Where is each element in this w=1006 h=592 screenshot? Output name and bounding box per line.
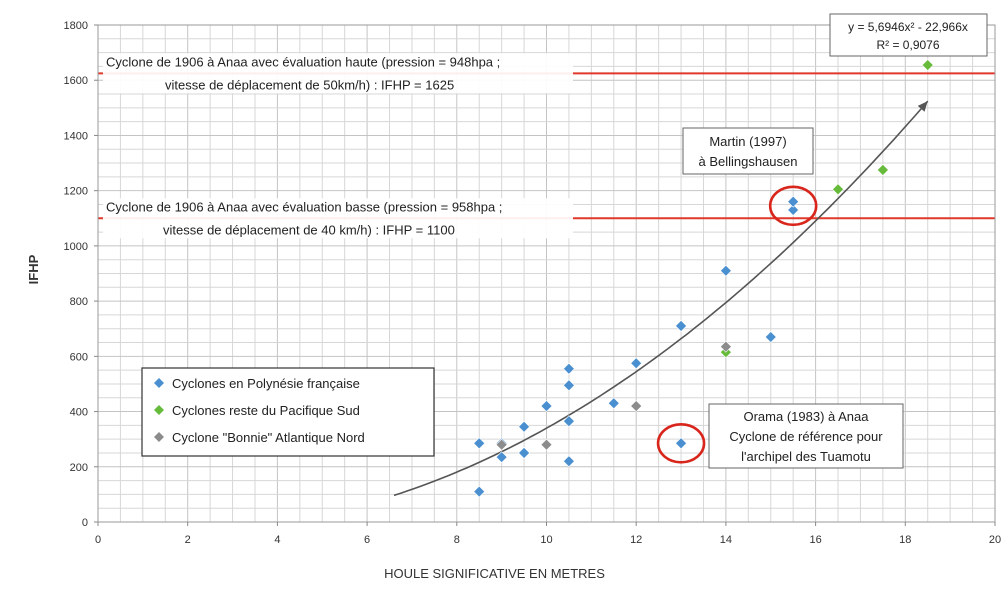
y-tick-label: 0 <box>82 517 88 529</box>
annotation-orama-line3: l'archipel des Tuamotu <box>741 449 871 464</box>
reference-label-high: Cyclone de 1906 à Anaa avec évaluation h… <box>103 53 573 94</box>
point-polynesie <box>719 264 732 277</box>
reference-label-low-line1: Cyclone de 1906 à Anaa avec évaluation b… <box>106 199 502 214</box>
reference-label-low-line2: vitesse de déplacement de 40 km/h) : IFH… <box>163 222 455 237</box>
point-polynesie <box>473 485 486 498</box>
trendline <box>393 100 929 497</box>
point-polynesie <box>518 447 530 459</box>
point-polynesie <box>518 420 530 433</box>
trendline-arrowhead <box>917 101 928 112</box>
trendline-equation-box: y = 5,6946x² - 22,966x R² = 0,9076 <box>829 13 988 57</box>
legend-label: Cyclones en Polynésie française <box>172 376 360 391</box>
x-tick-label: 20 <box>989 534 1001 546</box>
annotation-orama-line2: Cyclone de référence pour <box>729 429 883 444</box>
x-tick-label: 18 <box>899 534 911 546</box>
x-axis-title: HOULE SIGNIFICATIVE EN METRES <box>384 566 605 581</box>
x-tick-label: 6 <box>364 534 370 546</box>
x-tick-label: 2 <box>185 534 191 546</box>
reference-label-high-line2: vitesse de déplacement de 50km/h) : IFHP… <box>165 77 454 92</box>
highlight-circle-martin <box>768 185 818 227</box>
x-tick-label: 12 <box>630 534 642 546</box>
legend-label: Cyclones reste du Pacifique Sud <box>172 403 360 418</box>
legend-marker <box>154 405 164 415</box>
x-tick-label: 14 <box>720 534 732 546</box>
reference-label-high-line1: Cyclone de 1906 à Anaa avec évaluation h… <box>106 54 500 69</box>
y-axis-title: IFHP <box>26 254 41 284</box>
annotation-martin-line2: à Bellingshausen <box>698 154 797 169</box>
y-tick-label: 800 <box>70 296 88 308</box>
y-tick-label: 1600 <box>64 75 88 87</box>
point-polynesie <box>540 400 553 412</box>
trendline-equation: y = 5,6946x² - 22,966x <box>848 20 968 34</box>
x-tick-label: 8 <box>454 534 460 546</box>
y-tick-label: 1400 <box>64 130 88 142</box>
point-polynesie <box>675 437 687 450</box>
legend-marker <box>154 432 164 442</box>
point-polynesie <box>787 204 800 216</box>
legend: Cyclones en Polynésie française Cyclones … <box>141 367 435 457</box>
trendline-curve <box>393 100 929 497</box>
legend-marker <box>154 378 164 388</box>
point-polynesie <box>787 195 800 208</box>
data-points <box>473 59 934 498</box>
highlight-circles <box>656 185 818 464</box>
point-bonnie <box>630 400 643 412</box>
point-polynesie <box>563 379 575 392</box>
x-tick-label: 16 <box>809 534 821 546</box>
annotation-orama-line1: Orama (1983) à Anaa <box>743 409 869 424</box>
point-polynesie <box>473 437 486 450</box>
point-pacifique-sud <box>876 164 889 176</box>
y-tick-label: 1200 <box>64 186 88 198</box>
point-pacifique-sud <box>921 59 934 71</box>
trendline-r-squared: R² = 0,9076 <box>876 38 939 52</box>
point-polynesie <box>630 357 643 370</box>
legend-label: Cyclone "Bonnie" Atlantique Nord <box>172 430 365 445</box>
axes: 0 2 4 6 8 10 12 14 16 18 2002004006008001000120014… <box>64 20 1002 546</box>
point-bonnie <box>540 438 553 451</box>
point-polynesie <box>563 455 575 468</box>
point-pacifique-sud <box>832 183 844 196</box>
point-polynesie <box>563 415 575 428</box>
x-tick-label: 10 <box>540 534 552 546</box>
x-tick-label: 0 <box>95 534 101 546</box>
x-tick-label: 4 <box>274 534 280 546</box>
y-tick-label: 600 <box>70 351 88 363</box>
reference-label-low: Cyclone de 1906 à Anaa avec évaluation b… <box>103 198 573 239</box>
y-tick-label: 200 <box>70 462 88 474</box>
point-polynesie <box>607 397 620 410</box>
highlight-circle-orama <box>656 423 706 464</box>
point-polynesie <box>764 331 777 343</box>
annotation-orama: Orama (1983) à Anaa Cyclone de référence… <box>708 403 904 469</box>
y-tick-label: 1800 <box>64 20 88 32</box>
y-tick-label: 1000 <box>64 241 88 253</box>
annotation-martin-line1: Martin (1997) <box>709 134 786 149</box>
point-bonnie <box>495 438 508 451</box>
point-polynesie <box>563 362 575 375</box>
point-polynesie <box>675 320 687 332</box>
point-polynesie <box>495 451 508 464</box>
point-bonnie <box>719 340 732 353</box>
y-tick-label: 400 <box>70 407 88 419</box>
annotation-martin: Martin (1997) à Bellingshausen <box>682 127 814 175</box>
